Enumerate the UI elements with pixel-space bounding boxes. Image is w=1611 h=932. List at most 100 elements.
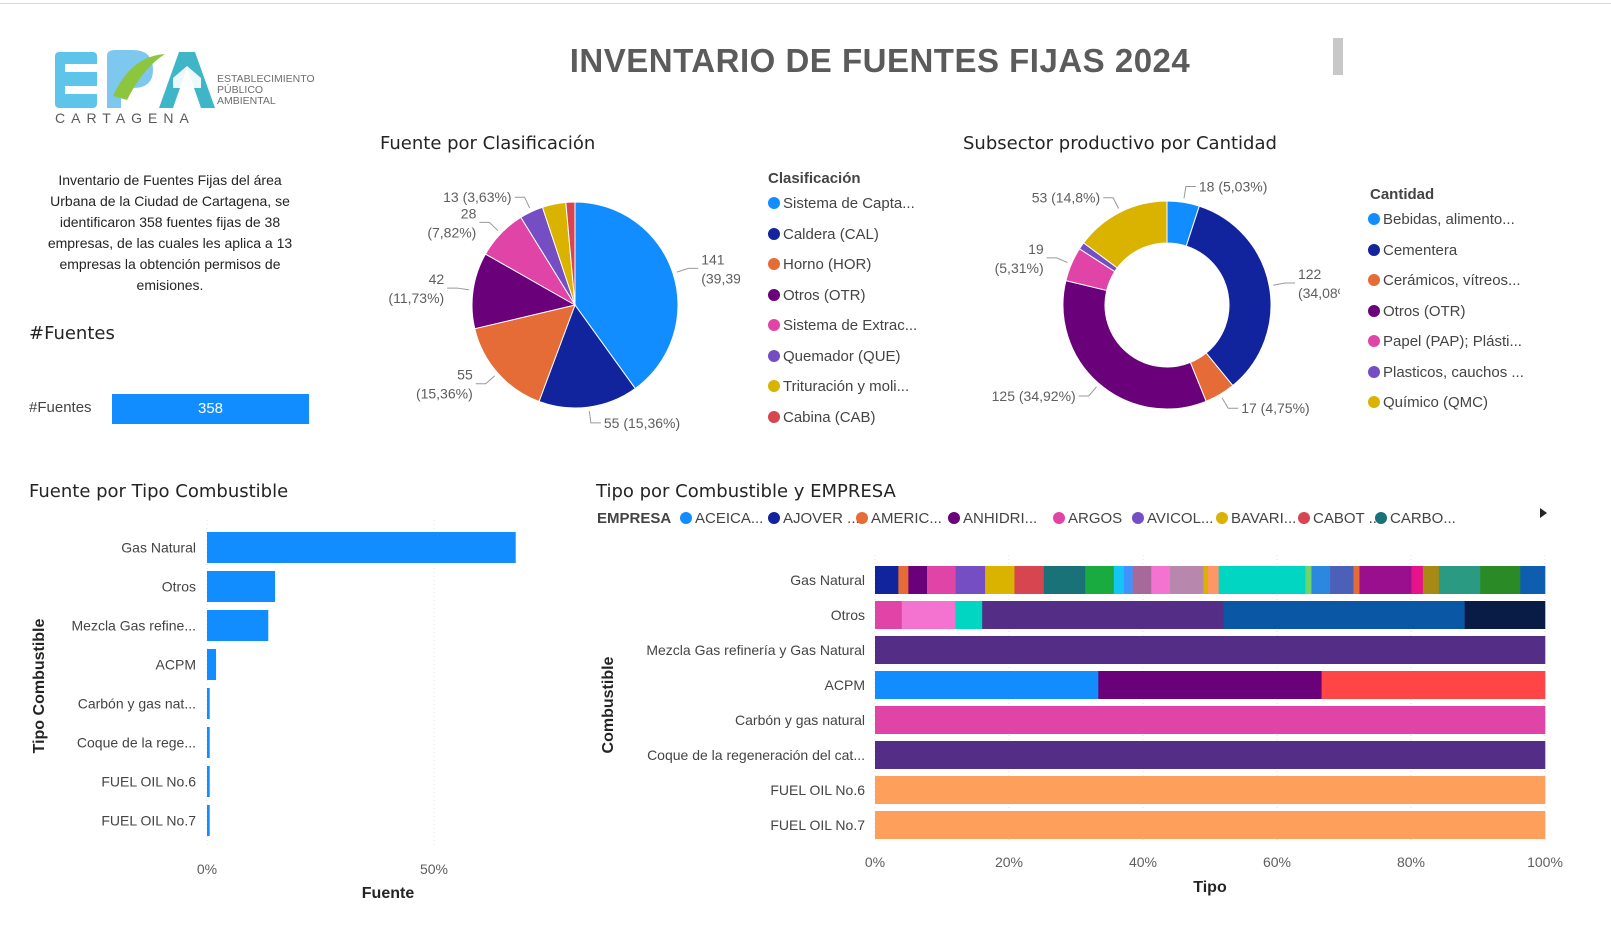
donut-data-label: 122 [1298, 266, 1322, 282]
stacked-category-label: Coque de la regeneración del cat... [647, 747, 865, 763]
legend-label: Otros (OTR) [1383, 302, 1466, 320]
stacked-bar-segment [1353, 566, 1360, 594]
donut-slice [1185, 205, 1272, 387]
pie-slice [471, 253, 577, 330]
pie-leader-line [447, 287, 470, 291]
donut-legend-item[interactable]: Cementera [1368, 242, 1457, 259]
legend-marker [1368, 396, 1380, 408]
stacked-x-axis-title: Tipo [1193, 879, 1227, 896]
stacked-bar-segment [875, 811, 1546, 839]
stacked-bar-segment [985, 566, 1015, 594]
donut-data-label: 17 (4,75%) [1241, 400, 1309, 416]
stacked-bar-segment [1218, 566, 1306, 594]
pie-data-label: (7,82%) [427, 224, 476, 240]
stacked-bar-segment [1438, 566, 1481, 594]
stacked-category-label: ACPM [825, 677, 865, 693]
pie-data-label: 55 (15,36%) [604, 415, 680, 431]
legend-label: Cementera [1383, 241, 1458, 259]
donut-data-label: 125 (34,92%) [992, 388, 1076, 404]
bar-category-label: Gas Natural [121, 540, 196, 556]
legend-next-arrow [1540, 508, 1547, 518]
donut-leader-line [1273, 282, 1295, 286]
stacked-bar-segment [1330, 566, 1354, 594]
stacked-legend-marker [1298, 512, 1310, 524]
pie-data-label: 13 (3,63%) [443, 189, 511, 205]
bar-y-axis-title: Tipo Combustible [31, 618, 48, 753]
stacked-legend-label: AMERIC... [871, 510, 942, 527]
stacked-bar-segment [1359, 566, 1412, 594]
pie-legend-item[interactable]: Horno (HOR) [768, 256, 871, 273]
legend-marker [1368, 274, 1380, 286]
scroll-indicator [1333, 38, 1343, 75]
pie-data-label: (15,36%) [416, 386, 473, 402]
stacked-legend-marker [1375, 512, 1387, 524]
pie-legend-item[interactable]: Quemador (QUE) [768, 348, 901, 365]
bar-chart-title: Fuente por Tipo Combustible [29, 481, 289, 502]
stacked-chart-title: Tipo por Combustible y EMPRESA [596, 481, 896, 502]
legend-label: Cabina (CAB) [783, 408, 876, 426]
pie-legend-item[interactable]: Cabina (CAB) [768, 409, 876, 426]
stacked-bar-segment [1014, 566, 1045, 594]
donut-data-label: (34,08%) [1298, 285, 1340, 301]
stacked-bar-segment [1203, 566, 1209, 594]
legend-marker [1368, 213, 1380, 225]
stacked-legend-label: ANHIDRI... [963, 510, 1037, 527]
pie-data-label: (39,39%) [701, 270, 740, 286]
stacked-bar-segment [1043, 566, 1086, 594]
bar [207, 688, 210, 719]
stacked-legend-marker [680, 512, 692, 524]
legend-label: Horno (HOR) [783, 256, 872, 273]
donut-legend-item[interactable]: Otros (OTR) [1368, 303, 1466, 320]
stacked-bar-segment [1151, 566, 1171, 594]
legend-marker [768, 197, 780, 209]
stacked-bar-segment [1321, 671, 1546, 699]
pie-slice [574, 201, 679, 390]
stacked-bar-segment [875, 601, 903, 629]
donut-legend-item[interactable]: Plasticos, cauchos ... [1368, 364, 1524, 381]
bar-category-label: Otros [162, 579, 196, 595]
legend-label: Sistema de Extrac... [783, 317, 918, 334]
pie-slice [538, 303, 636, 409]
pie-chart-title: Fuente por Clasificación [380, 133, 596, 154]
top-border [0, 3, 1611, 4]
pie-leader-line [479, 221, 499, 232]
bar-x-tick: 0% [197, 861, 217, 877]
pie-legend-item[interactable]: Trituración y moli... [768, 378, 909, 395]
stacked-bar-segment [1132, 566, 1152, 594]
stacked-x-tick: 80% [1397, 854, 1425, 870]
pie-legend-item[interactable]: Sistema de Capta... [768, 195, 915, 212]
donut-chart[interactable]: 18 (5,03%) 122 (34,08%) 17 (4,75%) 125 (34,9… [970, 170, 1340, 440]
donut-legend-item[interactable]: Cerámicos, vítreos... [1368, 272, 1521, 289]
pie-leader-line [588, 410, 601, 424]
stacked-bar-segment [875, 566, 899, 594]
logo-city: CARTAGENA [55, 110, 195, 126]
stacked-bar-segment [955, 566, 986, 594]
legend-label: Otros (OTR) [783, 286, 866, 304]
logo-mark [55, 50, 215, 108]
donut-legend-item[interactable]: Bebidas, alimento... [1368, 211, 1515, 228]
stacked-bar-segment [1520, 566, 1546, 594]
pie-leader-line [676, 267, 699, 273]
stacked-bar-chart[interactable]: EMPRESA ACEICA... AJOVER ... AMERIC... ANHID… [590, 505, 1610, 915]
stacked-legend-label: ACEICA... [695, 510, 763, 527]
stacked-bar-segment [875, 776, 1546, 804]
stacked-bar-segment [1113, 566, 1125, 594]
stacked-legend-label: CABOT ... [1313, 510, 1381, 527]
pie-slice [474, 304, 576, 403]
pie-legend-item[interactable]: Caldera (CAL) [768, 226, 879, 243]
kpi-bar[interactable] [112, 394, 309, 424]
legend-marker [768, 349, 780, 362]
stacked-legend-marker [1216, 512, 1228, 524]
pie-leader-line [475, 375, 496, 385]
donut-legend-item[interactable]: Papel (PAP); Plásti... [1368, 333, 1522, 350]
donut-legend-item[interactable]: Químico (QMC) [1368, 394, 1488, 411]
legend-label: Trituración y moli... [783, 378, 910, 395]
pie-chart[interactable]: 141 (39,39%) 55 (15,36%) 55 (15,36%) 42 (11,73… [360, 170, 740, 440]
bar-chart[interactable]: Gas Natural Otros Mezcla Gas refine... ACPM… [0, 510, 580, 910]
stacked-x-tick: 100% [1527, 854, 1563, 870]
pie-legend-item[interactable]: Otros (OTR) [768, 287, 866, 304]
pie-legend-item[interactable]: Sistema de Extrac... [768, 317, 917, 334]
stacked-bar-segment [1311, 566, 1331, 594]
bar-x-axis-title: Fuente [362, 885, 415, 902]
stacked-legend-label: AVICOL... [1147, 510, 1213, 527]
